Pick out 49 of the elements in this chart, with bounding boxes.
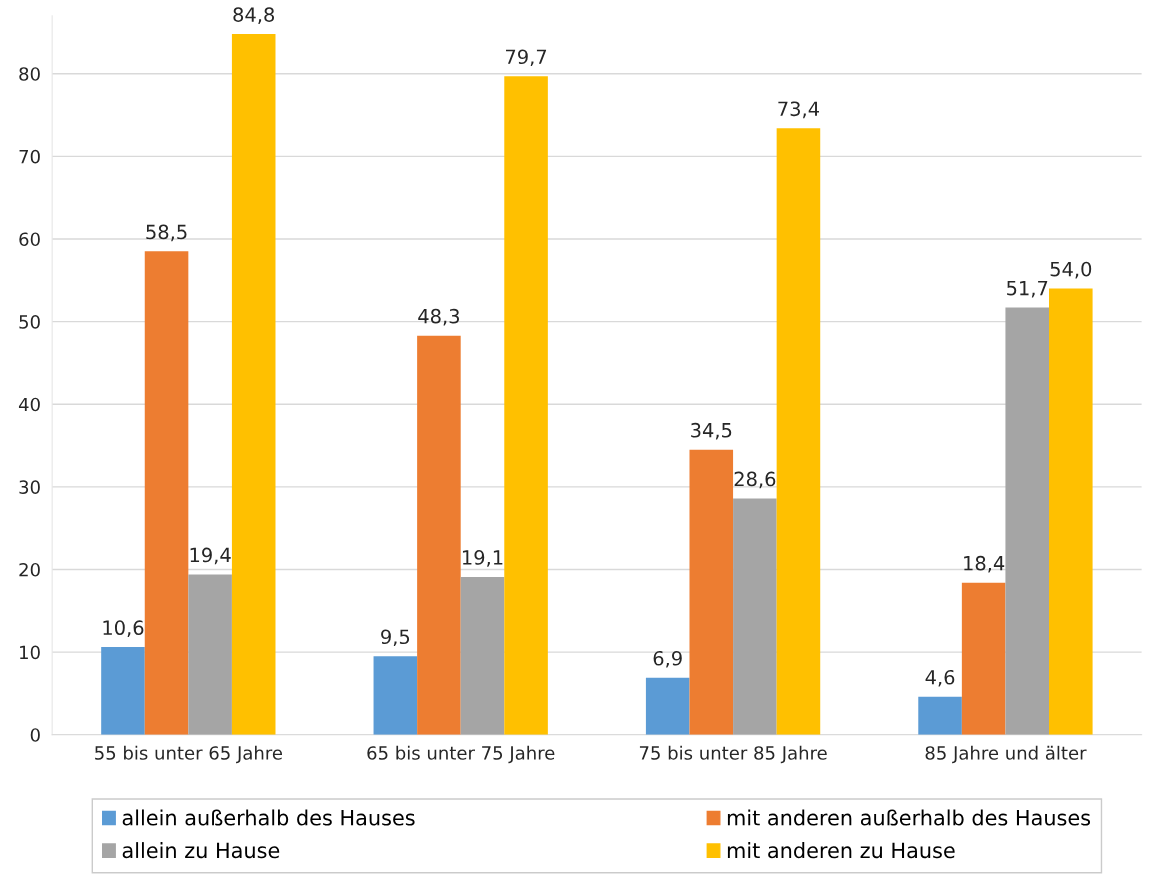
data-label: 73,4 bbox=[778, 101, 819, 119]
x-tick-label: 85 Jahre und älter bbox=[925, 745, 1087, 764]
data-label: 79,7 bbox=[506, 49, 547, 67]
y-tick-label: 60 bbox=[19, 232, 40, 247]
data-label: 51,7 bbox=[1007, 280, 1048, 298]
bar bbox=[460, 576, 505, 735]
data-label: 19,4 bbox=[190, 547, 231, 565]
data-label: 4,6 bbox=[925, 669, 955, 687]
data-label: 18,4 bbox=[964, 555, 1005, 573]
x-tick-label: 75 bis unter 85 Jahre bbox=[639, 745, 827, 764]
bar bbox=[918, 696, 962, 735]
bar bbox=[417, 335, 461, 735]
data-label: 54,0 bbox=[1050, 261, 1092, 279]
data-label: 58,5 bbox=[146, 224, 187, 242]
legend-label: allein zu Hause bbox=[122, 842, 280, 859]
data-label: 9,5 bbox=[381, 629, 410, 647]
y-tick-label: 50 bbox=[19, 315, 40, 329]
y-tick-label: 10 bbox=[20, 645, 40, 660]
data-label: 6,9 bbox=[653, 650, 682, 668]
bar bbox=[144, 251, 189, 735]
data-label: 84,8 bbox=[233, 7, 275, 24]
legend-label: mit anderen außerhalb des Hauses bbox=[727, 809, 1091, 826]
x-tick-label: 65 bis unter 75 Jahre bbox=[367, 745, 555, 764]
x-tick-label: 55 bis unter 65 Jahre bbox=[95, 745, 282, 764]
bar bbox=[1049, 288, 1093, 735]
bar bbox=[231, 34, 276, 735]
legend-label: mit anderen zu Hause bbox=[727, 842, 955, 859]
y-tick-label: 30 bbox=[19, 480, 40, 494]
bar bbox=[689, 449, 734, 735]
y-tick-label: 40 bbox=[18, 397, 40, 412]
bar bbox=[504, 76, 548, 735]
legend-label: allein außerhalb des Hauses bbox=[122, 809, 415, 826]
y-tick-label: 80 bbox=[19, 67, 40, 81]
data-label: 34,5 bbox=[691, 422, 732, 440]
y-tick-label: 0 bbox=[30, 728, 40, 742]
bar bbox=[733, 498, 777, 735]
bar bbox=[645, 677, 690, 735]
bar bbox=[373, 656, 418, 735]
data-label: 19,1 bbox=[462, 550, 503, 567]
data-label: 48,3 bbox=[418, 308, 459, 326]
bar bbox=[101, 647, 145, 735]
bar bbox=[961, 582, 1006, 735]
y-tick-label: 70 bbox=[19, 149, 40, 164]
bar bbox=[1005, 307, 1050, 735]
data-label: 28,6 bbox=[734, 471, 776, 489]
data-label: 10,6 bbox=[103, 620, 144, 638]
y-tick-label: 20 bbox=[19, 562, 40, 577]
bar bbox=[776, 128, 821, 735]
bar bbox=[188, 574, 232, 735]
